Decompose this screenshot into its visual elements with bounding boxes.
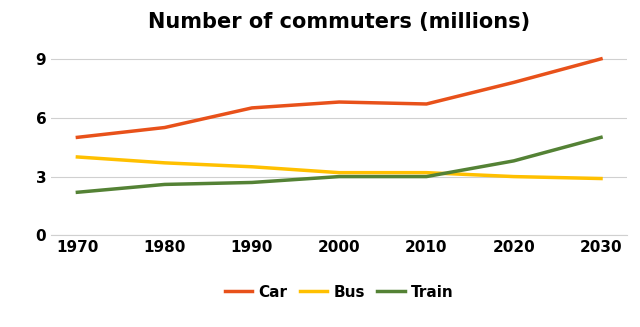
Train [248, 181, 256, 184]
Bus [74, 155, 81, 159]
Car [248, 106, 256, 110]
Train [597, 135, 605, 139]
Legend: Car, Bus, Train: Car, Bus, Train [219, 278, 460, 306]
Train [510, 159, 518, 163]
Bus [161, 161, 168, 165]
Car [161, 126, 168, 129]
Bus [510, 175, 518, 179]
Train [335, 175, 343, 179]
Bus [335, 171, 343, 175]
Line: Car: Car [77, 59, 601, 137]
Bus [248, 165, 256, 169]
Train [161, 182, 168, 186]
Title: Number of commuters (millions): Number of commuters (millions) [148, 12, 531, 32]
Train [422, 175, 430, 179]
Train [74, 190, 81, 194]
Car [422, 102, 430, 106]
Line: Train: Train [77, 137, 601, 192]
Car [510, 80, 518, 84]
Bus [422, 171, 430, 175]
Car [335, 100, 343, 104]
Line: Bus: Bus [77, 157, 601, 179]
Car [74, 135, 81, 139]
Bus [597, 177, 605, 181]
Car [597, 57, 605, 61]
